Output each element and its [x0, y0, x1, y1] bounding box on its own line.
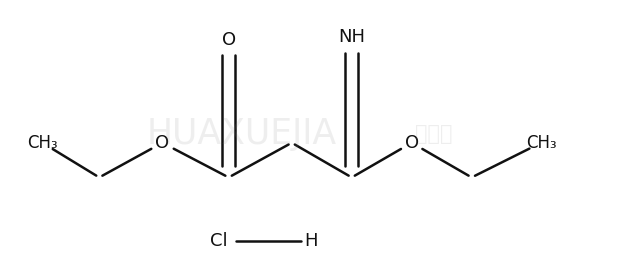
Text: O: O: [221, 31, 236, 49]
Text: CH₃: CH₃: [27, 134, 58, 152]
Text: NH: NH: [338, 29, 365, 46]
Text: O: O: [155, 134, 169, 152]
Text: 化学加: 化学加: [415, 124, 453, 144]
Text: CH₃: CH₃: [526, 134, 557, 152]
Text: Cl: Cl: [210, 232, 228, 250]
Text: O: O: [404, 134, 418, 152]
Text: HUAXUEJIA: HUAXUEJIA: [146, 117, 336, 151]
Text: H: H: [304, 232, 318, 250]
